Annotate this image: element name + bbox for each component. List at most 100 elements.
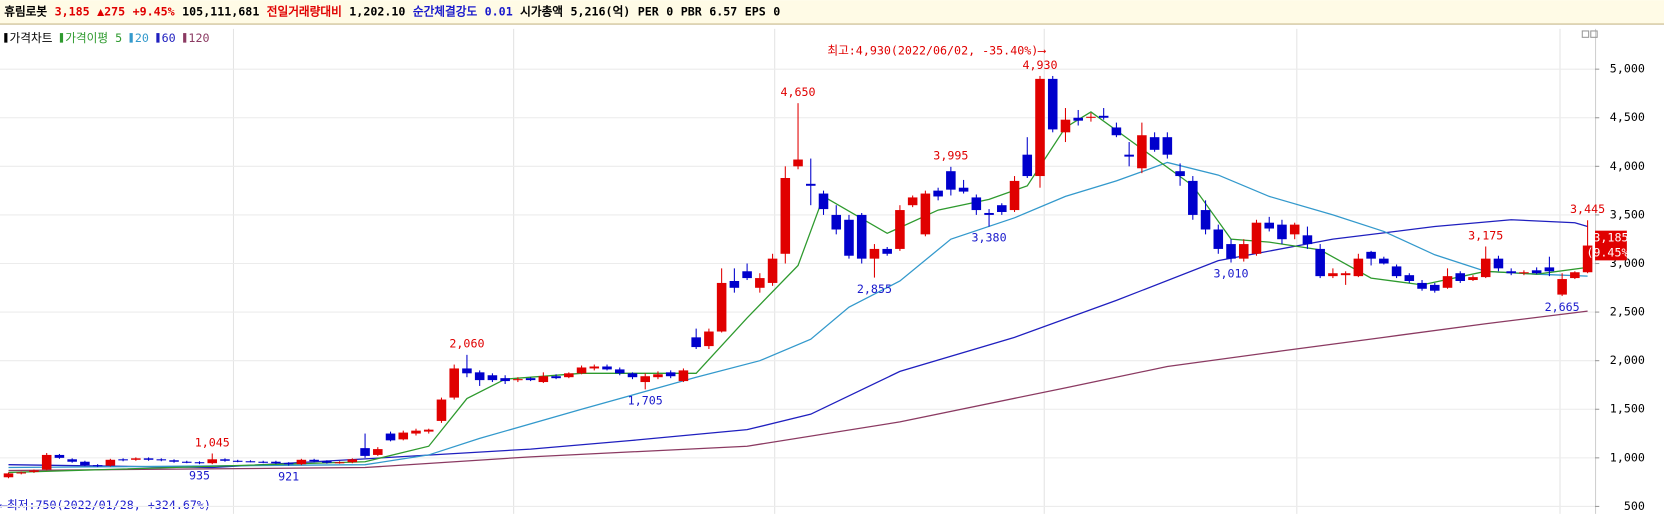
candle-body	[665, 372, 676, 377]
candle-body	[487, 375, 498, 381]
point-label: 3,995	[933, 149, 968, 163]
candle-body	[118, 459, 128, 461]
candle-body	[436, 399, 447, 421]
candle-body	[398, 432, 409, 440]
candle-body	[551, 376, 561, 379]
candle-body	[156, 459, 167, 461]
point-label: 935	[189, 468, 210, 482]
legend-swatch	[59, 33, 64, 43]
candle-body	[131, 458, 141, 460]
current-change-label: (9.45%)	[1586, 245, 1635, 259]
candle-body	[1340, 273, 1351, 276]
y-tick-label: 1,000	[1610, 450, 1645, 464]
candle-body	[678, 370, 689, 382]
candle-body	[869, 248, 880, 259]
candle-body	[1086, 116, 1096, 118]
candle-body	[29, 470, 39, 472]
candle-body	[54, 454, 65, 458]
window-icon[interactable]	[1581, 30, 1590, 38]
candle-body	[946, 171, 956, 190]
candle-body	[1098, 115, 1109, 118]
candle-body	[895, 210, 905, 249]
header-item: 6.57	[709, 4, 737, 18]
candle-body	[627, 373, 638, 378]
candle-body	[1251, 222, 1262, 254]
y-tick-label: 4,000	[1610, 159, 1645, 173]
point-label: 921	[278, 470, 299, 484]
candle-body	[513, 379, 523, 381]
header-item: 0	[773, 4, 780, 18]
candle-body	[704, 331, 714, 347]
point-label: 4,930	[1022, 58, 1057, 72]
low-annotation: ⟵최저:750(2022/01/28, +324.67%)	[0, 498, 211, 512]
candle-body	[373, 449, 383, 455]
candle-body	[67, 459, 77, 462]
candle-body	[283, 463, 294, 465]
header-item: PBR	[681, 4, 703, 18]
candle-body	[780, 177, 791, 254]
candle-body	[1060, 119, 1071, 133]
candle-body	[1493, 258, 1504, 269]
candle-body	[1417, 282, 1427, 289]
point-label: 1,045	[195, 435, 230, 449]
candle-body	[1455, 273, 1466, 281]
candle-body	[614, 369, 625, 374]
point-label: 3,175	[1468, 228, 1503, 242]
candle-body	[971, 197, 982, 211]
candle-body	[105, 459, 116, 466]
candle-body	[640, 376, 650, 383]
candle-body	[997, 205, 1007, 213]
candle-body	[334, 462, 345, 464]
candle-body	[1302, 235, 1313, 245]
candle-body	[474, 372, 485, 381]
window-icon[interactable]	[1590, 30, 1598, 38]
candle-body	[462, 368, 472, 374]
candle-body	[767, 258, 778, 283]
candle-body	[564, 373, 574, 378]
candle-body	[1289, 224, 1300, 235]
candle-body	[245, 461, 256, 463]
candle-body	[207, 459, 218, 464]
legend-swatch	[183, 33, 187, 43]
candle-body	[1480, 258, 1491, 278]
candle-body	[232, 460, 243, 462]
point-label: 4,650	[780, 85, 815, 99]
y-tick-label: 2,500	[1610, 305, 1645, 319]
candle-body	[258, 461, 268, 463]
candle-body	[882, 248, 892, 254]
candle-body	[984, 212, 994, 215]
candle-body	[742, 271, 752, 279]
current-price-tag	[1595, 230, 1627, 261]
candle-body	[1162, 137, 1173, 155]
legend-label: 60	[162, 31, 176, 45]
candle-body	[411, 430, 421, 434]
candle-body	[1468, 277, 1478, 281]
legend-swatch	[156, 33, 160, 43]
candle-body	[1531, 270, 1542, 274]
candle-body	[271, 461, 281, 464]
candle-body	[1379, 258, 1389, 264]
candle-body	[1047, 78, 1058, 130]
y-tick-label: 1,500	[1610, 402, 1645, 416]
candle-body	[729, 280, 740, 288]
candle-body	[1188, 180, 1198, 215]
candle-body	[793, 159, 803, 167]
candle-body	[1022, 154, 1033, 177]
candle-body	[1175, 171, 1185, 177]
header-item: +9.45%	[133, 4, 175, 18]
candle-body	[1009, 180, 1020, 211]
candle-body	[1366, 251, 1376, 259]
point-label: 2,855	[857, 282, 892, 296]
candle-body	[818, 193, 829, 210]
candle-body	[831, 214, 842, 230]
candle-body	[1582, 245, 1593, 273]
candle-body	[182, 461, 192, 463]
header-item: 0.01	[485, 4, 513, 18]
candle-body	[309, 459, 319, 462]
candle-body	[41, 454, 52, 470]
candle-body	[856, 214, 867, 259]
y-tick-label: 500	[1624, 499, 1645, 513]
candle-body	[958, 187, 969, 192]
y-tick-label: 4,500	[1610, 110, 1645, 124]
